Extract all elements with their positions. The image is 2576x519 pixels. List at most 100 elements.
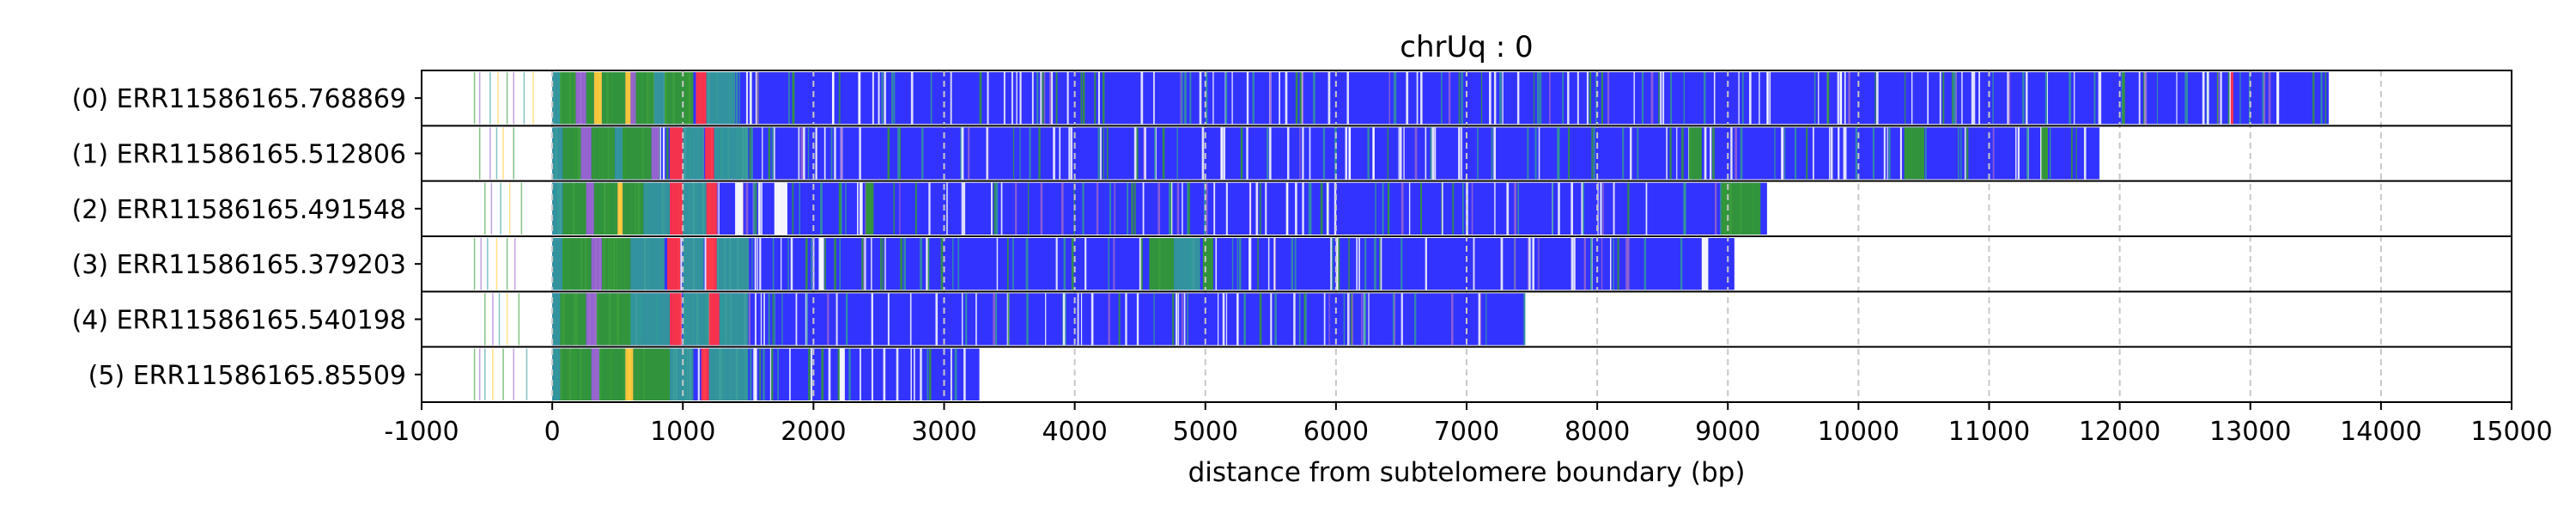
read-stripe	[1952, 72, 1953, 125]
read-stripe	[2138, 72, 2141, 125]
read-stripe	[1839, 72, 1843, 125]
read-stripe	[1082, 182, 1084, 235]
read-stripe	[1441, 72, 1443, 125]
read-stripe	[1872, 127, 1874, 180]
read-stripe	[745, 72, 749, 125]
read-stripe	[993, 293, 995, 345]
read-stripe	[965, 293, 968, 345]
read-stripe	[927, 348, 929, 400]
read-stripe	[1527, 127, 1529, 180]
feature-segment	[719, 293, 749, 345]
read-stripe	[1157, 182, 1161, 235]
x-tick-label: 7000	[1434, 417, 1499, 447]
read-stripe	[755, 182, 757, 235]
x-tick-label: 13000	[2209, 417, 2291, 447]
read-stripe	[808, 348, 811, 400]
read-stripe	[1425, 238, 1427, 290]
feature-segment	[623, 182, 644, 235]
read-stripe	[750, 127, 753, 180]
read-stripe	[1430, 127, 1432, 180]
read-stripe	[777, 348, 779, 400]
read-stripe	[909, 293, 912, 345]
read-stripe	[2144, 72, 2148, 125]
read-stripe	[865, 182, 866, 235]
read-stripe	[864, 238, 866, 290]
read-stripe	[1106, 127, 1109, 180]
read-stripe	[1036, 72, 1039, 125]
read-stripe	[891, 72, 894, 125]
read-stripe	[759, 238, 762, 290]
read-stripe	[961, 182, 963, 235]
read-stripe	[846, 293, 848, 345]
read-stripe	[1400, 182, 1404, 235]
read-stripe	[893, 72, 896, 125]
read-stripe	[1479, 293, 1482, 345]
read-stripe	[1220, 127, 1223, 180]
read-stripe	[1794, 127, 1797, 180]
x-tick-label: 14000	[2340, 417, 2421, 447]
read-label: (1) ERR11586165.512806	[72, 140, 406, 170]
read-stripe	[1379, 238, 1381, 290]
read-stripe	[2026, 127, 2029, 180]
read-stripe	[1400, 293, 1403, 345]
read-stripe	[2022, 72, 2025, 125]
read-stripe	[1302, 72, 1304, 125]
read-stripe	[979, 72, 982, 125]
read-stripe	[2248, 72, 2251, 125]
feature-segment	[586, 182, 594, 235]
read-stripe	[1222, 293, 1225, 345]
read-stripe	[1485, 293, 1487, 345]
read-stripe	[1593, 127, 1595, 180]
read-stripe	[1478, 293, 1480, 345]
read-stripe	[1532, 238, 1534, 290]
read-stripe	[1053, 127, 1055, 180]
read-stripe	[930, 72, 933, 125]
read-stripe	[1064, 293, 1066, 345]
read-stripe	[805, 238, 808, 290]
read-stripe	[893, 182, 895, 235]
read-stripe	[2263, 72, 2266, 125]
read-stripe	[1448, 72, 1451, 125]
read-stripe	[1176, 293, 1178, 345]
read-stripe	[2217, 72, 2220, 125]
read-stripe	[1414, 127, 1418, 180]
read-stripe	[2121, 72, 2123, 125]
read-stripe	[880, 238, 883, 290]
feature-segment	[598, 348, 626, 400]
read-stripe	[1630, 127, 1632, 180]
read-stripe	[1246, 72, 1249, 125]
read-stripe	[811, 238, 812, 290]
feature-segment	[560, 72, 576, 125]
read-stripe	[881, 72, 884, 125]
read-stripe	[792, 182, 794, 235]
read-stripe	[1100, 127, 1102, 180]
read-stripe	[735, 72, 738, 125]
read-stripe	[950, 348, 952, 400]
read-stripe	[1516, 72, 1520, 125]
read-stripe	[1331, 238, 1334, 290]
read-stripe	[1007, 293, 1010, 345]
read-stripe	[1012, 72, 1013, 125]
read-stripe	[1091, 293, 1094, 345]
read-stripe	[1528, 238, 1531, 290]
feature-segment	[2041, 127, 2048, 180]
read-stripe	[1097, 72, 1100, 125]
read-stripe	[1769, 72, 1771, 125]
read-stripe	[1715, 182, 1717, 235]
feature-segment	[1701, 238, 1709, 290]
prefix-mark	[490, 182, 493, 235]
read-stripe	[1812, 127, 1814, 180]
read-stripe	[1595, 72, 1597, 125]
read-stripe	[1480, 72, 1483, 125]
read-stripe	[1683, 182, 1686, 235]
read-stripe	[1586, 72, 1589, 125]
read-stripe	[1042, 72, 1044, 125]
read-stripe	[1458, 127, 1461, 180]
read-stripe	[2040, 127, 2043, 180]
read-stripe	[1399, 127, 1402, 180]
read-stripe	[1299, 127, 1301, 180]
read-stripe	[1517, 182, 1520, 235]
read-stripe	[1477, 127, 1479, 180]
read-stripe	[1888, 127, 1891, 180]
read-stripe	[1650, 72, 1654, 125]
